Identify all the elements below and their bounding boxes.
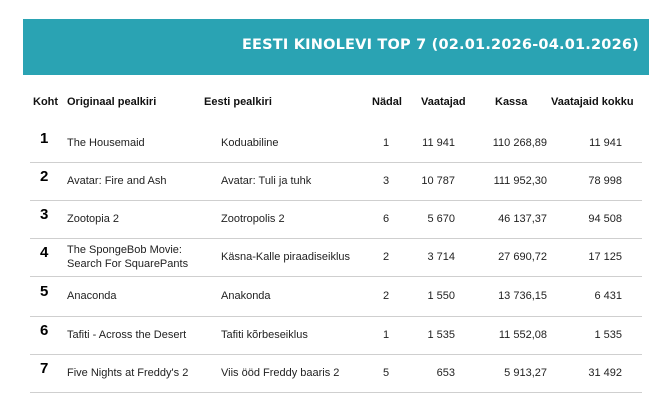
week-cell: 2: [382, 290, 390, 302]
estonian-title-cell: Anakonda: [221, 290, 271, 302]
table-row: 6 Tafiti - Across the Desert Tafiti kõrbes…: [30, 316, 642, 355]
box-office-cell: 5 913,27: [504, 367, 547, 379]
box-office-cell: 11 552,08: [498, 329, 547, 341]
col-header-box: Kassa: [495, 96, 528, 108]
total-viewers-cell: 78 998: [588, 175, 622, 187]
original-title-cell: Five Nights at Freddy's 2: [67, 367, 189, 379]
viewers-cell: 10 787: [421, 175, 455, 187]
col-header-total: Vaatajaid kokku: [551, 96, 634, 108]
total-viewers-cell: 11 941: [589, 137, 622, 149]
estonian-title-cell: Zootropolis 2: [221, 213, 285, 225]
viewers-cell: 11 941: [422, 137, 455, 149]
total-viewers-cell: 31 492: [588, 367, 622, 379]
week-cell: 3: [382, 175, 390, 187]
estonian-title-cell: Avatar: Tuli ja tuhk: [221, 175, 312, 187]
box-office-cell: 46 137,37: [498, 213, 547, 225]
col-header-week: Nädal: [372, 96, 402, 108]
rank-cell: 3: [40, 206, 49, 223]
week-cell: 2: [382, 251, 390, 263]
estonian-title-cell: Viis ööd Freddy baaris 2: [221, 367, 340, 379]
col-header-estonian: Eesti pealkiri: [204, 96, 272, 108]
table-row: 1 The Housemaid Koduabiline 1 11 941 110 268,…: [30, 124, 642, 163]
estonian-title-cell: Käsna-Kalle piraadiseiklus: [221, 251, 351, 263]
original-title-cell: The Housemaid: [67, 137, 145, 149]
table-row: 7 Five Nights at Freddy's 2 Viis ööd Fredd…: [30, 354, 642, 393]
week-cell: 6: [382, 213, 390, 225]
col-header-rank: Koht: [33, 96, 59, 108]
original-title-cell: Zootopia 2: [67, 213, 119, 225]
total-viewers-cell: 1 535: [594, 329, 622, 341]
rank-cell: 2: [40, 168, 49, 185]
box-office-cell: 110 268,89: [492, 137, 547, 149]
title-banner: EESTI KINOLEVI TOP 7 (02.01.2026-04.01.2…: [23, 19, 649, 75]
estonian-title-cell: Tafiti kõrbeseiklus: [221, 329, 308, 341]
box-office-cell: 13 736,15: [498, 290, 547, 302]
rank-cell: 7: [40, 360, 49, 377]
table-row: 3 Zootopia 2 Zootropolis 2 6 5 670 46 137,37 9…: [30, 200, 642, 239]
week-cell: 1: [382, 329, 390, 341]
original-title-cell: The SpongeBob Movie: Search For SquarePa…: [67, 244, 189, 270]
table-row: 4 The SpongeBob Movie: Search For SquareP…: [30, 238, 642, 277]
total-viewers-cell: 94 508: [588, 213, 622, 225]
rank-cell: 6: [40, 322, 49, 339]
page-title: EESTI KINOLEVI TOP 7 (02.01.2026-04.01.2…: [241, 37, 639, 53]
viewers-cell: 3 714: [427, 251, 455, 263]
box-office-cell: 27 690,72: [498, 251, 547, 263]
viewers-cell: 653: [436, 367, 455, 379]
rank-cell: 5: [40, 283, 49, 300]
total-viewers-cell: 6 431: [594, 290, 622, 302]
estonian-title-cell: Koduabiline: [221, 137, 279, 149]
table-row: 2 Avatar: Fire and Ash Avatar: Tuli ja tuh…: [30, 162, 642, 201]
total-viewers-cell: 17 125: [588, 251, 622, 263]
table-row: 5 Anaconda Anakonda 2 1 550 13 736,15 6 431: [30, 276, 642, 317]
box-office-cell: 111 952,30: [493, 175, 547, 187]
col-header-original: Originaal pealkiri: [67, 96, 157, 108]
original-title-cell: Avatar: Fire and Ash: [67, 175, 167, 187]
original-title-cell: Anaconda: [67, 290, 117, 302]
rank-cell: 4: [40, 244, 49, 261]
week-cell: 1: [382, 137, 390, 149]
col-header-viewers: Vaatajad: [421, 96, 466, 108]
viewers-cell: 5 670: [427, 213, 455, 225]
viewers-cell: 1 550: [427, 290, 455, 302]
viewers-cell: 1 535: [427, 329, 455, 341]
rank-cell: 1: [40, 130, 49, 147]
week-cell: 5: [382, 367, 390, 379]
original-title-cell: Tafiti - Across the Desert: [67, 329, 187, 341]
